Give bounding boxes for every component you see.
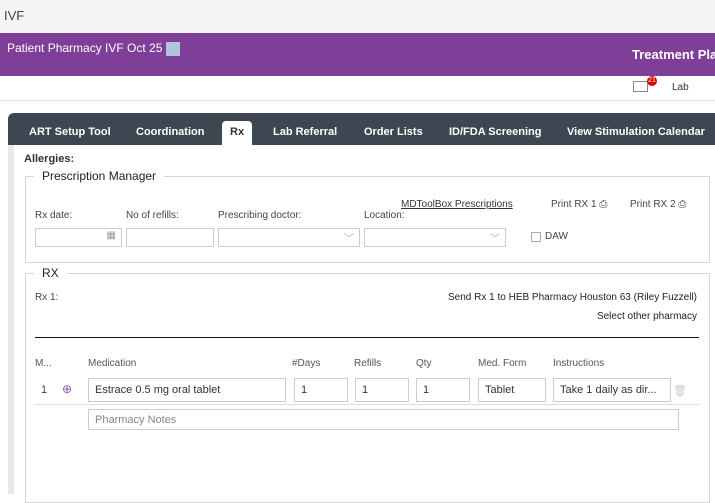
rx-date-input[interactable]: ▦ — [35, 228, 122, 247]
chevron-down-icon: ﹀ — [490, 234, 500, 245]
refills-input[interactable] — [126, 228, 214, 247]
add-circle-icon[interactable]: ⊕ — [62, 382, 73, 396]
content-panel — [8, 145, 715, 494]
col-instructions: Instructions — [553, 358, 605, 369]
row-divider — [35, 404, 699, 405]
printer-icon: ⎙ — [678, 199, 687, 210]
trash-icon[interactable]: 🗑 — [673, 385, 687, 397]
tab-order-lists[interactable]: Order Lists — [364, 126, 423, 138]
daw-label: DAW — [545, 231, 568, 242]
prescription-manager-section: Prescription Manager MDToolBox Prescript… — [25, 169, 710, 263]
col-refills: Refills — [354, 358, 382, 369]
col-qty: Qty — [416, 358, 432, 369]
pharmacy-notes-input[interactable]: Pharmacy Notes — [88, 409, 679, 430]
mail-icon[interactable] — [633, 81, 648, 92]
section-title: Treatment Plan — [632, 47, 715, 62]
instructions-input[interactable]: Take 1 daily as dir... — [553, 378, 671, 402]
qty-input[interactable]: 1 — [416, 378, 470, 402]
print-rx2-button[interactable]: Print RX 2 ⎙ — [630, 199, 686, 210]
divider — [35, 337, 699, 338]
mdtoolbox-link[interactable]: MDToolBox Prescriptions — [401, 199, 513, 210]
col-medication: Medication — [88, 358, 137, 369]
tab-view-stimulation-calendar[interactable]: View Stimulation Calendar — [567, 126, 705, 138]
tab-art-setup-tool[interactable]: ART Setup Tool — [29, 126, 111, 138]
lab-link[interactable]: Lab — [672, 82, 689, 93]
patient-name[interactable]: Patient Pharmacy IVF Oct 25 — [7, 41, 163, 55]
col-med-form: Med. Form — [478, 358, 527, 369]
rx-section: RX Rx 1: Send Rx 1 to HEB Pharmacy Houst… — [25, 266, 710, 503]
doctor-label: Prescribing doctor: — [218, 210, 302, 221]
col-days: #Days — [292, 358, 321, 369]
calendar-icon[interactable]: ▦ — [106, 230, 116, 241]
days-input[interactable]: 1 — [294, 378, 348, 402]
patient-color-icon — [166, 42, 180, 56]
app-titlebar: IVF — [0, 0, 715, 33]
select-other-pharmacy-link[interactable]: Select other pharmacy — [596, 311, 697, 322]
allergies-label: Allergies: — [24, 153, 75, 165]
chevron-down-icon: ﹀ — [344, 234, 354, 245]
tab-rx[interactable]: Rx — [222, 121, 253, 145]
medication-input[interactable]: Estrace 0.5 mg oral tablet — [88, 378, 286, 402]
rx-title: RX — [34, 266, 67, 280]
prescription-manager-title: Prescription Manager — [34, 169, 165, 183]
print-rx2-label: Print RX 2 — [630, 199, 676, 210]
tab-bar: ART Setup Tool Coordination Rx Lab Refer… — [8, 113, 715, 145]
rx-date-label: Rx date: — [35, 210, 73, 221]
doctor-select[interactable]: ﹀ — [218, 228, 360, 247]
icon-toolbar: 21 Lab — [0, 76, 715, 101]
tab-lab-referral[interactable]: Lab Referral — [273, 126, 338, 138]
send-rx-link[interactable]: Send Rx 1 to HEB Pharmacy Houston 63 (Ri… — [448, 292, 697, 303]
refills-label: No of refills: — [126, 210, 179, 221]
location-label: Location: — [364, 210, 405, 221]
patient-header: Patient Pharmacy IVF Oct 25 Treatment Pl… — [0, 33, 715, 76]
med-form-input[interactable]: Tablet — [478, 378, 546, 402]
row-number: 1 — [41, 384, 48, 396]
refills-input[interactable]: 1 — [355, 378, 409, 402]
print-rx1-button[interactable]: Print RX 1 ⎙ — [551, 199, 607, 210]
printer-icon: ⎙ — [599, 199, 608, 210]
app-title: IVF — [4, 8, 25, 23]
location-select[interactable]: ﹀ — [364, 228, 506, 247]
rx-number-label: Rx 1: — [35, 292, 59, 303]
tab-coordination[interactable]: Coordination — [136, 126, 205, 138]
col-m: M... — [35, 358, 52, 369]
print-rx1-label: Print RX 1 — [551, 199, 597, 210]
daw-checkbox[interactable] — [531, 232, 541, 242]
tab-id-fda-screening[interactable]: ID/FDA Screening — [449, 126, 542, 138]
mail-badge: 21 — [647, 76, 657, 86]
